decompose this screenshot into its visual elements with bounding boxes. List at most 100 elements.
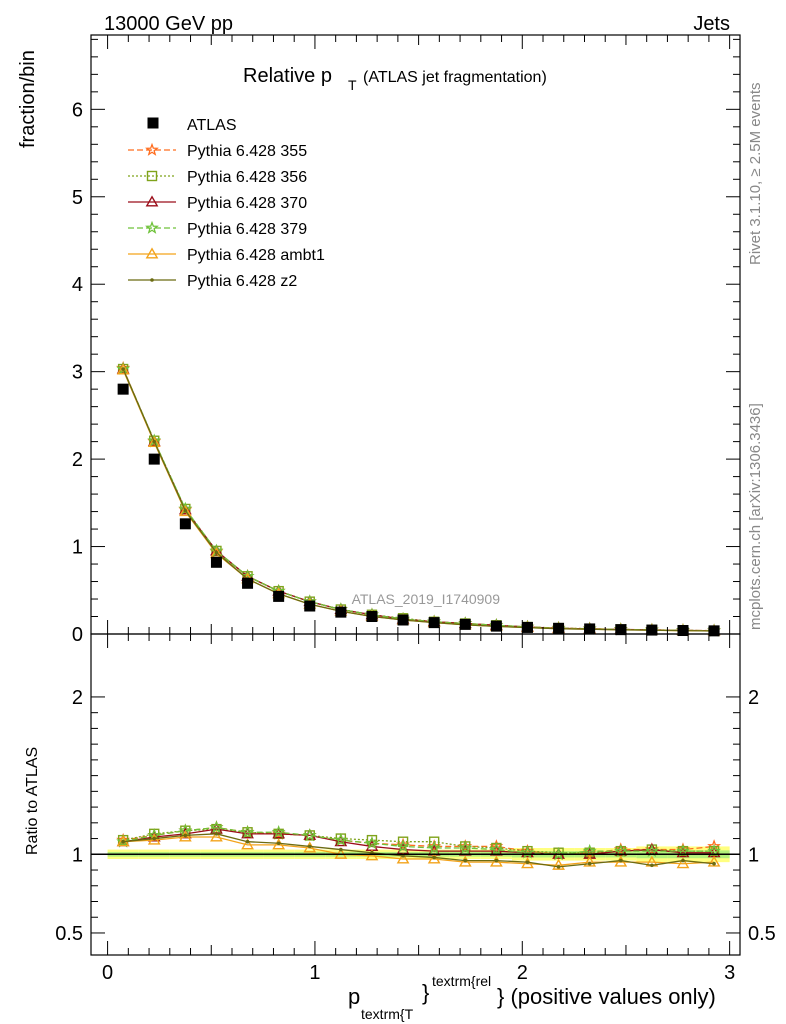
series-3-point-18 [676, 843, 690, 858]
ratio-panel: 0.5 0.5 1 1 2 2 0 1 2 3 Ratio to ATLAS p textrm{… [24, 633, 776, 1022]
series-5-point-19 [712, 861, 716, 866]
series-3-point-14 [551, 847, 566, 861]
legend-marker-1 [146, 170, 158, 182]
series-line-3 [122, 368, 715, 632]
series-5-point-12 [494, 858, 499, 863]
series-4-point-9 [396, 852, 410, 864]
series-5-point-13 [525, 860, 530, 864]
ytick-label-1: 1 [72, 844, 83, 866]
series-3-point-11 [458, 840, 473, 854]
series-3-point-16 [613, 843, 628, 858]
legend-label-0: Pythia 6.428 355 [187, 143, 307, 160]
ytick-label-0: 0.5 [55, 923, 83, 945]
ytick-label-right-1: 1 [748, 844, 759, 866]
xlabel-brace: } [422, 980, 429, 1005]
title-rest: (ATLAS jet fragmentation) [363, 69, 547, 86]
atlas-point-11 [459, 618, 471, 630]
series-3-point-19 [707, 843, 722, 858]
series-4-point-3 [210, 830, 223, 842]
main-title: Relative p T (ATLAS jet fragmentation) [243, 65, 547, 93]
atlas-point-7 [335, 606, 347, 618]
atlas-point-3 [210, 556, 222, 568]
series-4-point-0 [116, 363, 130, 375]
series-4-point-8 [365, 849, 379, 861]
xtick-label-0: 0 [102, 962, 113, 984]
series-5-point-7 [339, 847, 343, 852]
rivet-label: Rivet 3.1.10, ≥ 2.5M events [747, 83, 764, 266]
legend-marker-0 [145, 142, 159, 156]
legend-marker-2 [145, 195, 159, 207]
series-3-point-5 [271, 824, 286, 839]
series-5-point-5 [276, 841, 281, 846]
atlas-point-8 [366, 611, 378, 623]
legend-marker-5 [150, 278, 154, 282]
atlas-point-0 [117, 383, 129, 395]
atlas-point-12 [490, 620, 502, 632]
atlas-point-9 [397, 614, 409, 626]
legend-label-5: Pythia 6.428 z2 [187, 273, 297, 290]
series-3-point-0 [116, 834, 131, 848]
atlas-point-1 [148, 453, 160, 465]
legend-label-1: Pythia 6.428 356 [187, 169, 307, 186]
xlabel-superscript: textrm{rel [432, 973, 491, 989]
series-5-point-1 [152, 439, 157, 444]
ratio-ylabel: Ratio to ATLAS [24, 747, 41, 855]
xtick-label-10: 1 [309, 962, 320, 984]
series-3-point-6 [302, 828, 317, 842]
main-ylabel: fraction/bin [17, 50, 39, 148]
series-3-point-10 [427, 840, 442, 854]
ytick-label-2: 2 [72, 687, 83, 709]
main-panel: 0 1 2 3 4 5 6 ATLAS_2019_I1740909 Relative p T… [17, 34, 741, 646]
series-5-point-3 [214, 832, 219, 836]
atlas-point-14 [553, 622, 565, 634]
series-line-4 [123, 836, 715, 866]
legend-marker-atlas [147, 117, 159, 129]
legend-label-4: Pythia 6.428 ambt1 [187, 247, 325, 264]
series-3-point-12 [489, 842, 504, 856]
ytick-label-2: 2 [72, 449, 83, 471]
series-4-point-11 [458, 855, 472, 867]
xlabel-rest: } (positive values only) [497, 984, 716, 1009]
series-3-point-9 [396, 839, 410, 853]
series-2-point-13 [521, 846, 534, 858]
analysis-watermark: ATLAS_2019_I1740909 [352, 591, 501, 607]
legend-label-2: Pythia 6.428 370 [187, 195, 307, 212]
series-4-point-12 [489, 855, 503, 867]
series-5-point-11 [463, 858, 468, 863]
series-5-point-3 [214, 550, 219, 555]
legend-label-3: Pythia 6.428 379 [187, 221, 307, 238]
series-line-3 [123, 826, 715, 855]
xlabel-subscript: textrm{T [361, 1006, 414, 1022]
xtick-label-20: 2 [517, 962, 528, 984]
series-5-point-6 [307, 844, 312, 849]
series-5-point-2 [183, 833, 188, 838]
ytick-label-right-2: 2 [748, 687, 759, 709]
title-main: Relative p [243, 65, 332, 87]
series-4-point-2 [178, 504, 192, 517]
series-5-point-0 [121, 367, 125, 371]
series-4-point-15 [583, 855, 597, 867]
header-process: Jets [693, 13, 730, 35]
atlas-point-2 [179, 518, 191, 530]
x-axis-label: p textrm{T } textrm{rel } (positive valu… [348, 973, 716, 1022]
atlas-point-6 [304, 600, 316, 612]
atlas-point-16 [615, 624, 627, 636]
series-5-point-14 [556, 865, 561, 869]
series-5-point-4 [245, 839, 250, 844]
series-4-point-4 [241, 838, 254, 850]
ytick-label-right-0: 0.5 [748, 923, 776, 945]
ytick-label-1: 1 [72, 537, 83, 559]
xlabel-p: p [348, 984, 360, 1009]
series-3-point-17 [644, 843, 659, 858]
series-line-5 [123, 833, 715, 868]
series-5-point-1 [152, 836, 157, 841]
mcplots-label: mcplots.cern.ch [arXiv:1306.3436] [747, 403, 764, 630]
series-5-point-0 [121, 839, 125, 844]
series-3-point-8 [365, 836, 379, 850]
atlas-point-10 [428, 617, 440, 629]
series-1-point-8 [366, 834, 378, 846]
series-3-point-7 [333, 832, 348, 847]
legend-label-atlas: ATLAS [187, 117, 237, 134]
ytick-label-4: 4 [72, 274, 83, 296]
